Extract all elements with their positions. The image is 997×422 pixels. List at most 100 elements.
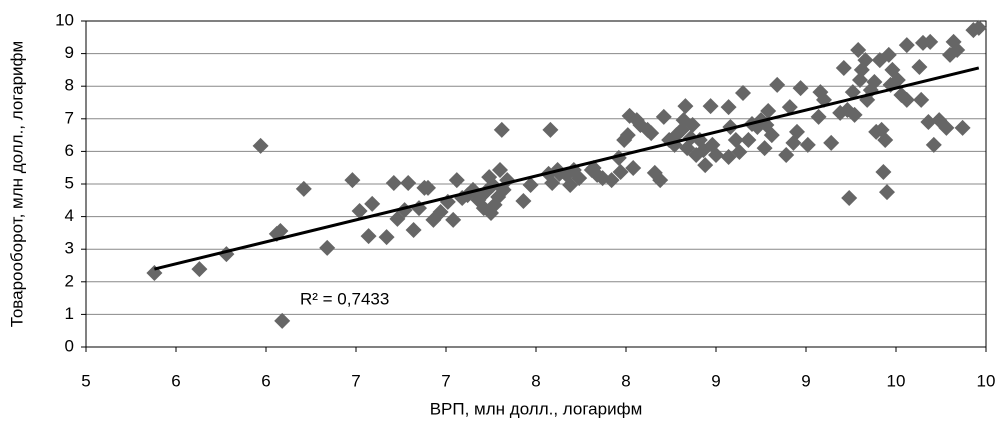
- point: [493, 121, 510, 138]
- y-tick-label: 5: [65, 173, 74, 192]
- annotation: R² = 0,7433: [300, 289, 389, 308]
- x-tick-label: 5: [81, 371, 90, 390]
- point: [938, 119, 955, 136]
- point: [763, 127, 780, 144]
- y-tick-label: 10: [55, 10, 74, 29]
- point: [879, 184, 895, 201]
- x-axis-label: ВРП, млн долл., логарифм: [430, 399, 643, 418]
- point: [846, 106, 863, 123]
- point: [364, 195, 381, 212]
- point: [911, 58, 928, 75]
- point: [544, 175, 561, 192]
- point: [920, 114, 937, 131]
- point: [515, 192, 532, 209]
- point: [810, 108, 827, 125]
- point: [844, 84, 861, 101]
- x-tick-label: 9: [711, 371, 720, 390]
- point: [522, 176, 539, 193]
- point: [866, 73, 883, 90]
- point: [720, 99, 737, 116]
- point: [420, 179, 436, 196]
- point: [954, 119, 971, 136]
- x-tick-label: 7: [441, 371, 450, 390]
- point: [344, 172, 361, 189]
- point: [857, 52, 874, 69]
- x-tick-label: 6: [171, 371, 180, 390]
- x-tick-label: 10: [887, 371, 906, 390]
- point: [272, 222, 289, 239]
- y-tick-label: 9: [65, 43, 74, 62]
- point: [486, 196, 503, 213]
- point: [931, 112, 948, 129]
- y-tick-label: 1: [65, 304, 74, 323]
- point: [619, 127, 636, 144]
- point: [625, 160, 642, 177]
- point: [740, 131, 757, 148]
- point: [542, 121, 559, 138]
- point: [880, 46, 897, 63]
- x-tick-label: 10: [977, 371, 996, 390]
- x-tick-label: 7: [351, 371, 360, 390]
- point: [731, 144, 748, 161]
- point: [652, 172, 669, 189]
- y-tick-label: 0: [65, 336, 74, 355]
- point: [389, 210, 406, 227]
- point: [612, 163, 629, 180]
- point: [643, 125, 660, 142]
- y-tick-label: 3: [65, 239, 74, 258]
- trend-line: [154, 66, 980, 271]
- x-tick-label: 6: [261, 371, 270, 390]
- y-tick-label: 2: [65, 271, 74, 290]
- point: [823, 134, 840, 151]
- point: [655, 108, 672, 125]
- point: [852, 72, 868, 89]
- y-tick-label: 6: [65, 141, 74, 160]
- point: [898, 37, 915, 54]
- point: [448, 172, 465, 189]
- y-tick-label: 7: [65, 108, 74, 127]
- point: [351, 203, 368, 220]
- point: [432, 204, 449, 221]
- point: [727, 131, 744, 148]
- point: [877, 131, 894, 148]
- point: [628, 112, 645, 129]
- point: [295, 180, 312, 197]
- point: [274, 312, 291, 329]
- point: [708, 146, 724, 163]
- point: [400, 175, 417, 192]
- point: [445, 211, 462, 228]
- point: [697, 157, 714, 174]
- point: [191, 261, 208, 278]
- point: [702, 98, 719, 115]
- point: [378, 229, 395, 246]
- point: [492, 161, 508, 178]
- point: [913, 91, 930, 108]
- point: [925, 136, 942, 153]
- point: [922, 33, 939, 50]
- point: [789, 123, 805, 140]
- point: [898, 91, 915, 108]
- point: [675, 112, 692, 129]
- point: [735, 85, 751, 102]
- point: [970, 19, 987, 36]
- point: [850, 42, 867, 59]
- point: [252, 137, 269, 154]
- point: [677, 98, 694, 115]
- point: [684, 116, 701, 133]
- x-tick-label: 8: [621, 371, 630, 390]
- point: [760, 102, 777, 119]
- point: [781, 99, 798, 116]
- point: [778, 146, 795, 163]
- y-tick-label: 8: [65, 76, 74, 95]
- point: [756, 140, 773, 157]
- y-tick-label: 4: [65, 206, 74, 225]
- point: [385, 175, 402, 192]
- point: [841, 190, 858, 207]
- x-tick-label: 9: [801, 371, 810, 390]
- point: [603, 172, 620, 189]
- point: [405, 221, 422, 238]
- point: [360, 228, 377, 245]
- plot-frame: [85, 20, 987, 348]
- y-axis-label: Товарооборот, млн долл., логарифм: [7, 41, 26, 327]
